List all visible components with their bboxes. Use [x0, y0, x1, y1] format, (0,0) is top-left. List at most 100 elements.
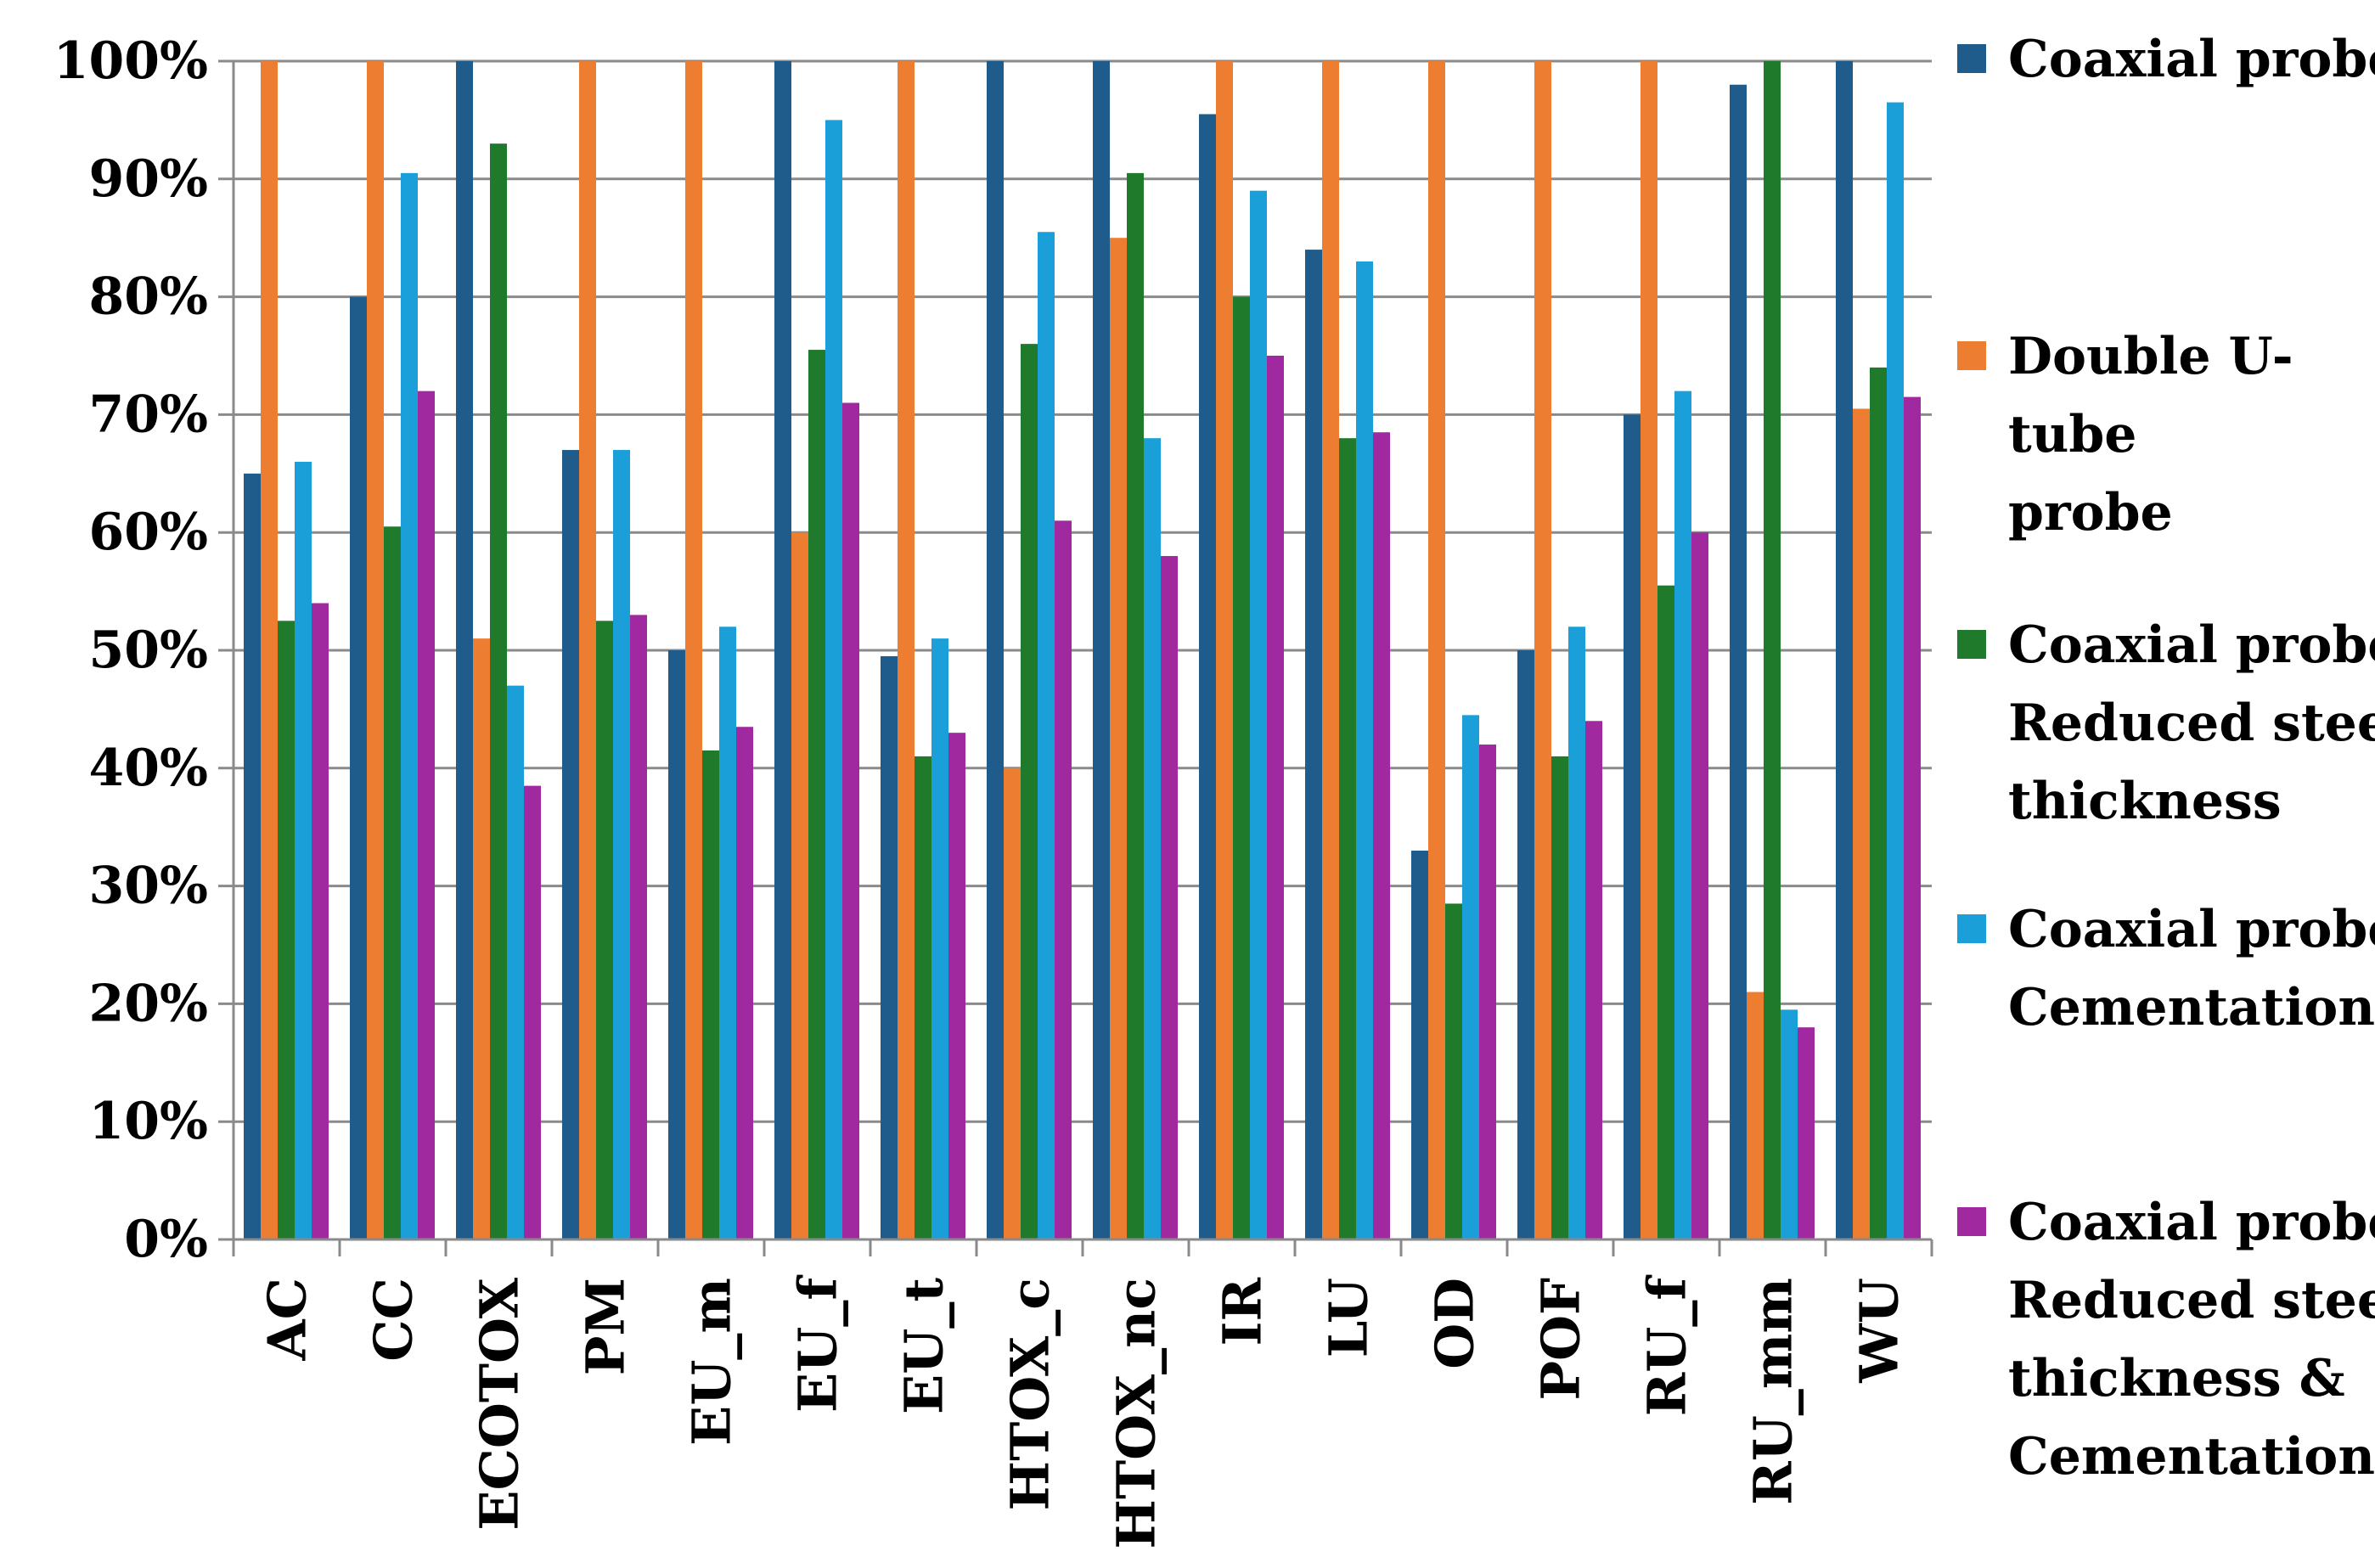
x-category-labels: AC CC ECOTOX PM EU_m EU_f EU_t HTOX_c HTOX_nc IR L… [256, 1275, 1911, 1549]
bar-ir-series-4 [1250, 190, 1267, 1240]
bar-pm-series-5 [630, 615, 647, 1239]
bar-wu-series-5 [1904, 396, 1921, 1240]
bar-cc-series-4 [401, 172, 418, 1240]
axes [218, 59, 1933, 1256]
legend-label: tube [2008, 405, 2136, 464]
bar-eu-t-series-4 [931, 638, 948, 1239]
bar-od-series-3 [1445, 903, 1462, 1239]
bar-htox-c-series-5 [1055, 520, 1072, 1239]
x-category-label: ECOTOX [469, 1277, 531, 1531]
bar-lu-series-3 [1339, 438, 1356, 1239]
bar-eu-f-series-4 [825, 120, 842, 1239]
bar-cc-series-1 [350, 296, 367, 1240]
bar-htox-nc-series-3 [1127, 172, 1144, 1240]
legend: Coaxial probe Double U-tube probe Coaxial p… [1957, 30, 2375, 1487]
bar-wu-series-2 [1853, 408, 1870, 1240]
x-category-label: EU_t [893, 1278, 955, 1414]
bar-pof-series-5 [1585, 721, 1602, 1239]
bar-ecotox-series-2 [473, 638, 490, 1239]
bar-eu-f-series-5 [842, 402, 859, 1239]
bar-eu-m-series-2 [685, 61, 702, 1239]
bar-eu-m-series-5 [736, 727, 753, 1239]
legend-label: Coaxial probe: [2008, 900, 2375, 959]
bar-cc-series-3 [384, 526, 401, 1239]
x-category-label: IR [1212, 1278, 1274, 1346]
bar-cc-series-5 [418, 391, 435, 1239]
bar-pof-series-1 [1517, 650, 1534, 1239]
bar-htox-c-series-1 [987, 61, 1004, 1239]
bar-lu-series-5 [1373, 432, 1390, 1240]
bar-htox-nc-series-5 [1161, 555, 1178, 1239]
bar-htox-nc-series-1 [1093, 61, 1110, 1239]
bar-pm-series-1 [562, 450, 579, 1239]
bar-ac-series-4 [295, 461, 312, 1239]
bar-eu-t-series-1 [881, 655, 898, 1239]
x-category-label: WU [1849, 1278, 1911, 1384]
x-category-label: EU_m [681, 1278, 743, 1446]
bar-ecotox-series-4 [507, 685, 524, 1239]
x-category-label: HTOX_c [999, 1278, 1061, 1511]
x-category-label: CC [363, 1278, 425, 1362]
legend-label: thickness & [2008, 1349, 2345, 1408]
bar-ru-mm-series-3 [1764, 61, 1781, 1239]
legend-label: Double U- [2008, 327, 2293, 386]
bar-pof-series-3 [1551, 756, 1568, 1239]
legend-label: Coaxial probe: [2008, 615, 2375, 675]
bar-ru-f-series-4 [1674, 391, 1691, 1239]
bar-pm-series-4 [613, 450, 630, 1239]
bar-pof-series-4 [1568, 627, 1585, 1239]
bar-ru-f-series-3 [1657, 585, 1674, 1239]
legend-label: Cementation [2008, 978, 2375, 1037]
bar-eu-t-series-2 [898, 61, 915, 1239]
y-tick-label: 60% [88, 503, 208, 562]
legend-label: Coaxial probe: [2008, 1193, 2375, 1252]
y-tick-label: 0% [124, 1210, 208, 1269]
legend-label: thickness [2008, 772, 2282, 831]
bar-ru-mm-series-1 [1730, 84, 1747, 1239]
bar-lu-series-2 [1322, 61, 1339, 1239]
bar-eu-m-series-3 [702, 750, 719, 1239]
bar-eu-m-series-4 [719, 627, 736, 1239]
y-tick-label: 80% [88, 267, 208, 327]
bars [244, 61, 1921, 1240]
x-category-label: AC [256, 1278, 318, 1361]
bar-ir-series-1 [1199, 114, 1216, 1240]
bar-lu-series-1 [1305, 250, 1322, 1240]
bar-eu-t-series-5 [948, 733, 965, 1239]
y-tick-label: 20% [88, 974, 208, 1033]
bar-ir-series-3 [1233, 296, 1250, 1240]
bar-htox-nc-series-4 [1144, 438, 1161, 1239]
bar-ac-series-5 [312, 603, 329, 1239]
y-tick-label: 50% [88, 621, 208, 680]
legend-label: Coaxial probe [2008, 30, 2375, 89]
x-category-label: RU_f [1636, 1275, 1698, 1417]
x-category-label: EU_f [787, 1275, 849, 1413]
bar-eu-t-series-3 [915, 756, 931, 1239]
bar-pm-series-2 [579, 61, 596, 1239]
legend-label: Reduced steel [2008, 1271, 2375, 1330]
x-category-label: HTOX_nc [1106, 1278, 1168, 1549]
bar-ac-series-2 [261, 61, 278, 1239]
bar-ecotox-series-1 [456, 61, 473, 1239]
bar-wu-series-1 [1836, 61, 1853, 1239]
bar-pm-series-3 [596, 621, 613, 1239]
bar-htox-c-series-2 [1004, 767, 1021, 1239]
legend-label: Cementation [2008, 1427, 2375, 1487]
legend-label: Reduced steel [2008, 694, 2375, 753]
bar-od-series-2 [1428, 61, 1445, 1239]
legend-swatch [1957, 914, 1986, 943]
legend-swatch [1957, 630, 1986, 659]
x-category-label: OD [1424, 1278, 1486, 1369]
y-tick-label: 70% [88, 385, 208, 444]
bar-ru-mm-series-2 [1747, 992, 1764, 1239]
bar-ir-series-5 [1267, 356, 1284, 1239]
y-tick-label: 100% [53, 31, 208, 91]
bar-pof-series-2 [1534, 61, 1551, 1239]
bar-cc-series-2 [367, 61, 384, 1239]
bar-eu-f-series-1 [774, 61, 791, 1239]
bar-eu-m-series-1 [668, 650, 685, 1239]
bar-htox-c-series-4 [1038, 232, 1055, 1239]
bar-ru-f-series-1 [1624, 414, 1641, 1239]
bar-wu-series-3 [1870, 367, 1887, 1239]
